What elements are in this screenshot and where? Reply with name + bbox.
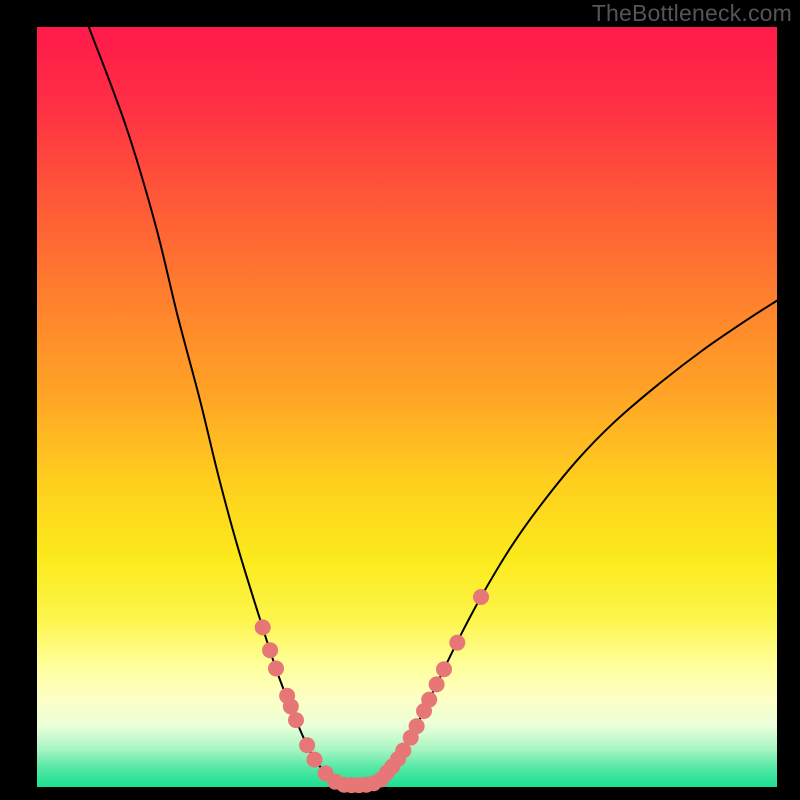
chart-container: TheBottleneck.com <box>0 0 800 800</box>
curve-marker <box>288 712 304 728</box>
curve-marker <box>436 661 452 677</box>
curve-marker <box>421 692 437 708</box>
curve-marker <box>473 589 489 605</box>
curve-marker <box>429 676 445 692</box>
curve-marker <box>449 635 465 651</box>
curve-marker <box>299 737 315 753</box>
curve-marker <box>262 642 278 658</box>
curve-marker <box>283 698 299 714</box>
curve-marker <box>409 718 425 734</box>
bottleneck-chart <box>0 0 800 800</box>
watermark-text: TheBottleneck.com <box>592 0 792 27</box>
curve-marker <box>307 752 323 768</box>
chart-plot-area <box>37 27 777 787</box>
curve-marker <box>255 619 271 635</box>
curve-marker <box>268 660 284 676</box>
